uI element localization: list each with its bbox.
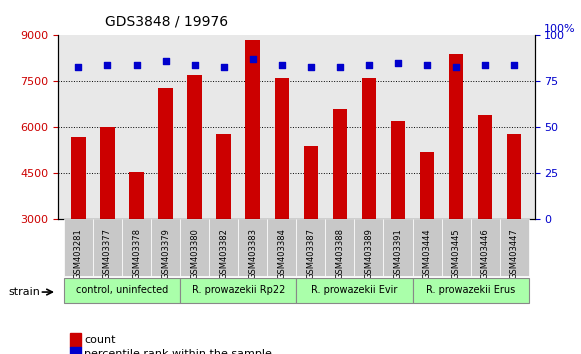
Point xyxy=(510,62,519,68)
Text: percentile rank within the sample: percentile rank within the sample xyxy=(84,349,272,354)
Point xyxy=(393,60,403,66)
Text: GSM403377: GSM403377 xyxy=(103,228,112,279)
Bar xyxy=(187,75,202,219)
Point xyxy=(335,64,345,69)
Text: GSM403391: GSM403391 xyxy=(393,228,403,279)
FancyBboxPatch shape xyxy=(413,219,442,276)
Text: GSM403446: GSM403446 xyxy=(480,228,490,279)
Bar xyxy=(449,54,464,219)
Text: GSM403445: GSM403445 xyxy=(451,228,461,279)
Point xyxy=(248,57,257,62)
FancyBboxPatch shape xyxy=(64,278,180,303)
Text: GSM403382: GSM403382 xyxy=(219,228,228,279)
Bar xyxy=(420,152,435,219)
Bar xyxy=(478,115,493,219)
FancyBboxPatch shape xyxy=(383,219,413,276)
Point xyxy=(219,64,228,69)
Text: GDS3848 / 19976: GDS3848 / 19976 xyxy=(105,14,228,28)
Text: control, uninfected: control, uninfected xyxy=(76,285,168,295)
FancyBboxPatch shape xyxy=(151,219,180,276)
Bar xyxy=(158,87,173,219)
FancyBboxPatch shape xyxy=(296,219,325,276)
Text: GSM403388: GSM403388 xyxy=(335,228,345,279)
Point xyxy=(480,62,490,68)
FancyBboxPatch shape xyxy=(471,219,500,276)
Bar xyxy=(130,172,144,219)
Bar xyxy=(332,109,347,219)
FancyBboxPatch shape xyxy=(180,219,209,276)
Point xyxy=(306,64,315,69)
Point xyxy=(451,64,461,69)
Bar xyxy=(217,133,231,219)
Point xyxy=(277,62,286,68)
FancyBboxPatch shape xyxy=(93,219,122,276)
Bar xyxy=(245,40,260,219)
Text: count: count xyxy=(84,335,116,345)
Text: GSM403384: GSM403384 xyxy=(277,228,286,279)
Point xyxy=(103,62,112,68)
FancyBboxPatch shape xyxy=(267,219,296,276)
FancyBboxPatch shape xyxy=(500,219,529,276)
FancyBboxPatch shape xyxy=(442,219,471,276)
FancyBboxPatch shape xyxy=(122,219,151,276)
Text: 100%: 100% xyxy=(544,24,576,34)
Text: GSM403380: GSM403380 xyxy=(190,228,199,279)
Point xyxy=(74,64,83,69)
Bar xyxy=(71,137,86,219)
FancyBboxPatch shape xyxy=(325,219,354,276)
Bar xyxy=(361,78,376,219)
Text: GSM403389: GSM403389 xyxy=(364,228,374,279)
Text: GSM403379: GSM403379 xyxy=(161,228,170,279)
Bar xyxy=(275,78,289,219)
Bar xyxy=(100,127,115,219)
Text: GSM403383: GSM403383 xyxy=(248,228,257,279)
FancyBboxPatch shape xyxy=(64,219,93,276)
Bar xyxy=(303,146,318,219)
FancyBboxPatch shape xyxy=(238,219,267,276)
FancyBboxPatch shape xyxy=(413,278,529,303)
Text: GSM403447: GSM403447 xyxy=(510,228,519,279)
Point xyxy=(422,62,432,68)
FancyBboxPatch shape xyxy=(354,219,383,276)
Point xyxy=(132,62,141,68)
Point xyxy=(161,58,170,64)
Bar xyxy=(391,121,406,219)
FancyBboxPatch shape xyxy=(180,278,296,303)
Text: R. prowazekii Rp22: R. prowazekii Rp22 xyxy=(192,285,285,295)
Text: GSM403444: GSM403444 xyxy=(422,228,432,279)
Point xyxy=(190,62,199,68)
Text: GSM403281: GSM403281 xyxy=(74,228,83,279)
Bar xyxy=(507,133,522,219)
Text: GSM403387: GSM403387 xyxy=(306,228,315,279)
Text: R. prowazekii Evir: R. prowazekii Evir xyxy=(311,285,397,295)
FancyBboxPatch shape xyxy=(296,278,413,303)
FancyBboxPatch shape xyxy=(209,219,238,276)
Text: GSM403378: GSM403378 xyxy=(132,228,141,279)
Text: R. prowazekii Erus: R. prowazekii Erus xyxy=(426,285,515,295)
Text: strain: strain xyxy=(9,287,41,297)
Point xyxy=(364,62,374,68)
